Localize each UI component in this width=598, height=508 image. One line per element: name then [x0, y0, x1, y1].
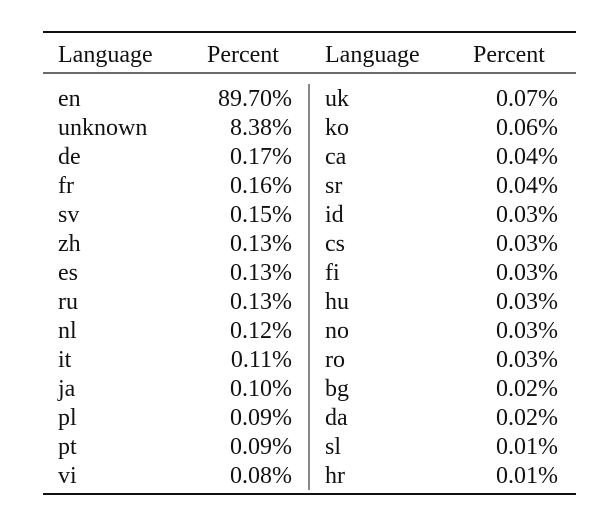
cell: ru	[58, 289, 78, 315]
cell: nl	[58, 318, 77, 344]
cell: it	[58, 347, 72, 373]
cell: 0.13%	[230, 260, 292, 286]
cell: 0.01%	[496, 463, 558, 489]
cell: ko	[325, 115, 349, 141]
cell: 0.04%	[496, 144, 558, 170]
cell: id	[325, 202, 344, 228]
cell: 0.02%	[496, 405, 558, 431]
cell: bg	[325, 376, 349, 402]
cell: de	[58, 144, 81, 170]
cell: 0.16%	[230, 173, 292, 199]
header-cell: Language	[325, 42, 420, 68]
cell: ca	[325, 144, 347, 170]
cell: es	[58, 260, 78, 286]
cell: da	[325, 405, 348, 431]
cell: 0.03%	[496, 231, 558, 257]
header-cell: Percent	[473, 42, 545, 68]
cell: 0.12%	[230, 318, 292, 344]
cell: pl	[58, 405, 77, 431]
cell: sr	[325, 173, 342, 199]
cell: zh	[58, 231, 81, 257]
cell: pt	[58, 434, 77, 460]
cell: 0.03%	[496, 260, 558, 286]
cell: hr	[325, 463, 345, 489]
cell: 0.02%	[496, 376, 558, 402]
cell: 0.07%	[496, 86, 558, 112]
cell: 89.70%	[218, 86, 292, 112]
cell: 0.03%	[496, 202, 558, 228]
cell: 0.11%	[231, 347, 292, 373]
cell: 0.09%	[230, 434, 292, 460]
cell: 0.03%	[496, 289, 558, 315]
cell: sv	[58, 202, 79, 228]
cell: 0.09%	[230, 405, 292, 431]
cell: en	[58, 86, 81, 112]
header-cell: Percent	[207, 42, 279, 68]
cell: ro	[325, 347, 345, 373]
cell: 0.03%	[496, 318, 558, 344]
cell: cs	[325, 231, 345, 257]
cell: sl	[325, 434, 341, 460]
cell: ja	[57, 376, 76, 402]
cell: 0.13%	[230, 231, 292, 257]
cell: vi	[58, 463, 77, 489]
cell: 0.10%	[230, 376, 292, 402]
cell: fr	[58, 173, 74, 199]
cell: unknown	[58, 115, 147, 141]
cell: 0.08%	[230, 463, 292, 489]
cell: fi	[325, 260, 340, 286]
cell: no	[325, 318, 349, 344]
cell: 0.06%	[496, 115, 558, 141]
cell: 0.01%	[496, 434, 558, 460]
cell: hu	[325, 289, 349, 315]
cell: 0.15%	[230, 202, 292, 228]
cell: 0.03%	[496, 347, 558, 373]
cell: 8.38%	[230, 115, 292, 141]
cell: uk	[325, 86, 349, 112]
cell: 0.17%	[230, 144, 292, 170]
cell: 0.13%	[230, 289, 292, 315]
cell: 0.04%	[496, 173, 558, 199]
header-cell: Language	[58, 42, 153, 68]
